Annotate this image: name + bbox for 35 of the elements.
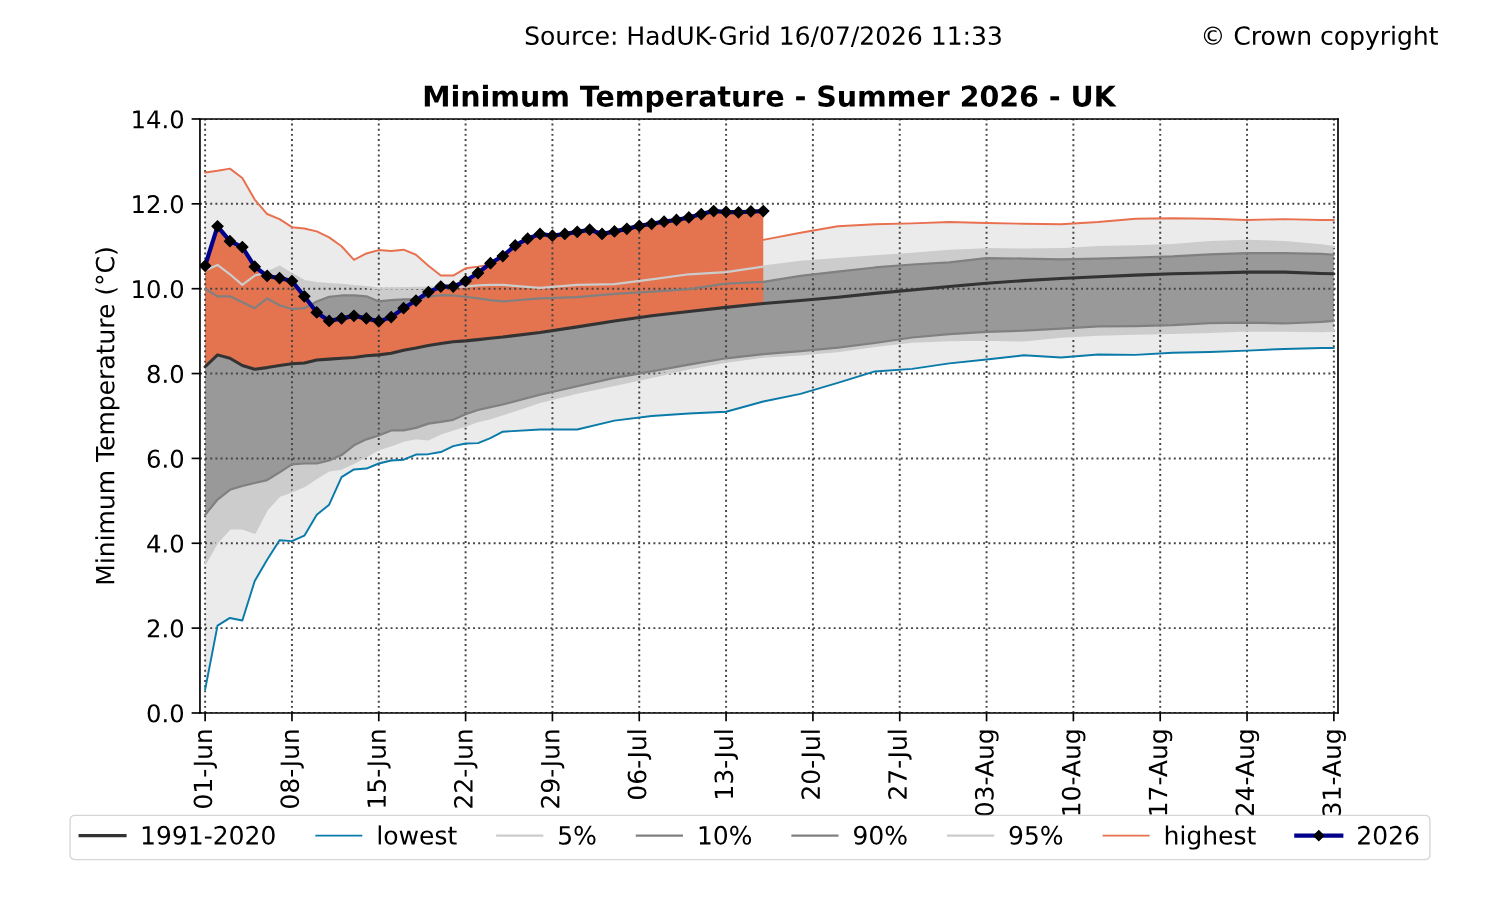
source-note: Source: HadUK-Grid 16/07/2026 11:33	[525, 25, 1001, 48]
y-tick-label: 8.0	[147, 364, 184, 384]
legend-label: 95%	[1009, 825, 1063, 845]
y-tick-label: 4.0	[147, 534, 184, 553]
x-tick-label: 13-Jul	[713, 730, 738, 798]
legend-label: 5%	[559, 825, 596, 845]
x-tick-label: 10-Aug	[1061, 730, 1086, 815]
y-tick-label: 12.0	[133, 195, 184, 214]
y-tick-label: 14.0	[133, 110, 184, 129]
x-tick-label: 22-Jun	[453, 730, 478, 808]
legend-label: 1991-2020	[142, 825, 275, 845]
x-tick-label: 17-Aug	[1148, 730, 1173, 815]
legend-label: lowest	[378, 825, 457, 845]
y-tick-label: 6.0	[147, 449, 184, 468]
x-tick-label: 15-Jun	[367, 730, 391, 807]
x-tick-label: 08-Jun	[280, 730, 304, 808]
line-series	[203, 270, 1336, 371]
x-tick-label: 20-Jul	[800, 730, 825, 799]
text: © Crown copyright	[1203, 25, 1438, 50]
x-tick-label: 01-Jun	[193, 730, 218, 808]
x-tick-label: 31-Aug	[1322, 730, 1346, 816]
chart-title: Minimum Temperature - Summer 2026 - UK	[424, 84, 1117, 113]
x-tick-label: 03-Aug	[974, 730, 999, 816]
y-tick-label: 0.0	[147, 704, 184, 723]
legend-label: 2026	[1358, 825, 1419, 845]
x-tick-label: 06-Jul	[627, 730, 652, 800]
x-tick-label: 27-Jul	[887, 730, 912, 799]
legend-label: 90%	[854, 825, 907, 845]
x-tick-label: 29-Jun	[540, 730, 565, 808]
y-tick-label: 2.0	[147, 619, 184, 638]
x-tick-label: 24-Aug	[1235, 730, 1260, 816]
y-axis-title: Minimum Temperature (°C)	[95, 248, 120, 584]
legend-label: 10%	[699, 825, 752, 845]
y-tick-label: 10.0	[133, 279, 184, 299]
legend-label: highest	[1165, 825, 1256, 850]
